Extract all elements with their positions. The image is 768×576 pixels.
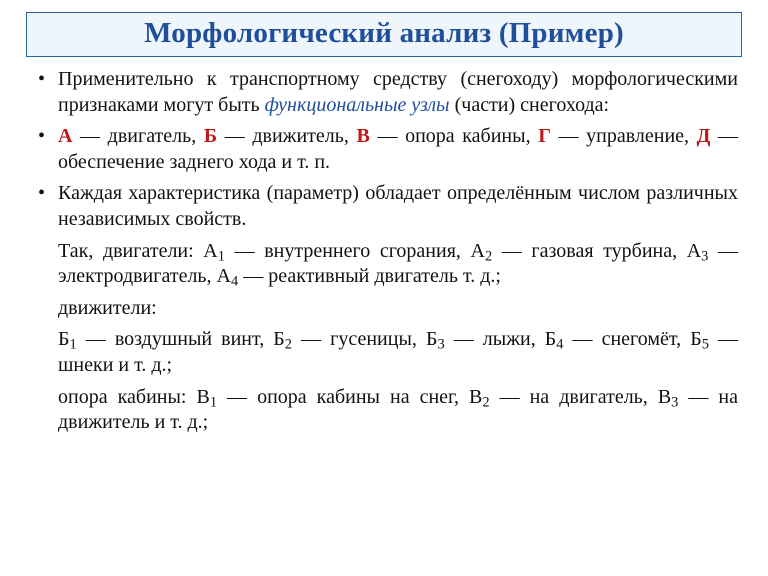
- mov-t3: — лыжи, Б: [445, 328, 557, 350]
- cab-sub1: 1: [210, 394, 217, 410]
- eng-t2: — газовая турбина, А: [492, 240, 701, 262]
- mov-t4: — снегомёт, Б: [563, 328, 701, 350]
- label-b: Б: [204, 125, 217, 147]
- title-box: Морфологический анализ (Пример): [26, 12, 742, 57]
- label-d: Д: [697, 125, 711, 147]
- mov-t1: — воздушный винт, Б: [77, 328, 285, 350]
- content-list: Применительно к транспортному средству (…: [24, 67, 744, 436]
- mov-t2: — гусеницы, Б: [292, 328, 437, 350]
- mov-sub2: 2: [285, 337, 292, 353]
- eng-t1: — внутреннего сгорания, А: [225, 240, 485, 262]
- label-g: Г: [538, 125, 551, 147]
- cab-t1: — опора кабины на снег, В: [217, 386, 482, 408]
- eng-sub1: 1: [218, 248, 225, 264]
- label-v: В: [357, 125, 370, 147]
- line-engines: Так, двигатели: А1 — внутреннего сгорани…: [36, 239, 738, 290]
- bullet-labels: А — двигатель, Б — движитель, В — опора …: [36, 124, 738, 175]
- cab-lead: опора кабины: В: [58, 386, 210, 408]
- eng-t4: — реактивный двигатель т. д.;: [238, 265, 501, 287]
- line-movers-lead: движители:: [36, 296, 738, 322]
- mov-sub1: 1: [69, 337, 76, 353]
- line-cabin: опора кабины: В1 — опора кабины на снег,…: [36, 385, 738, 436]
- slide: Морфологический анализ (Пример) Применит…: [0, 0, 768, 576]
- intro-post: (части) снегохода:: [450, 94, 610, 116]
- cab-sub2: 2: [482, 394, 489, 410]
- cab-t2: — на двигатель, В: [490, 386, 672, 408]
- mov-sub5: 5: [702, 337, 709, 353]
- bullet-characteristic: Каждая характеристика (параметр) обладае…: [36, 181, 738, 232]
- label-g-text: — управление,: [551, 125, 697, 147]
- label-a-text: — двигатель,: [72, 125, 203, 147]
- slide-title: Морфологический анализ (Пример): [144, 17, 624, 49]
- eng-lead: Так, двигатели: А: [58, 240, 218, 262]
- mov-lead: Б: [58, 328, 69, 350]
- mov-sub3: 3: [437, 337, 444, 353]
- line-movers: Б1 — воздушный винт, Б2 — гусеницы, Б3 —…: [36, 327, 738, 378]
- bullet-intro: Применительно к транспортному средству (…: [36, 67, 738, 118]
- label-b-text: — движитель,: [217, 125, 356, 147]
- intro-ital: функциональные узлы: [265, 94, 450, 116]
- label-a: А: [58, 125, 72, 147]
- label-v-text: — опора кабины,: [370, 125, 538, 147]
